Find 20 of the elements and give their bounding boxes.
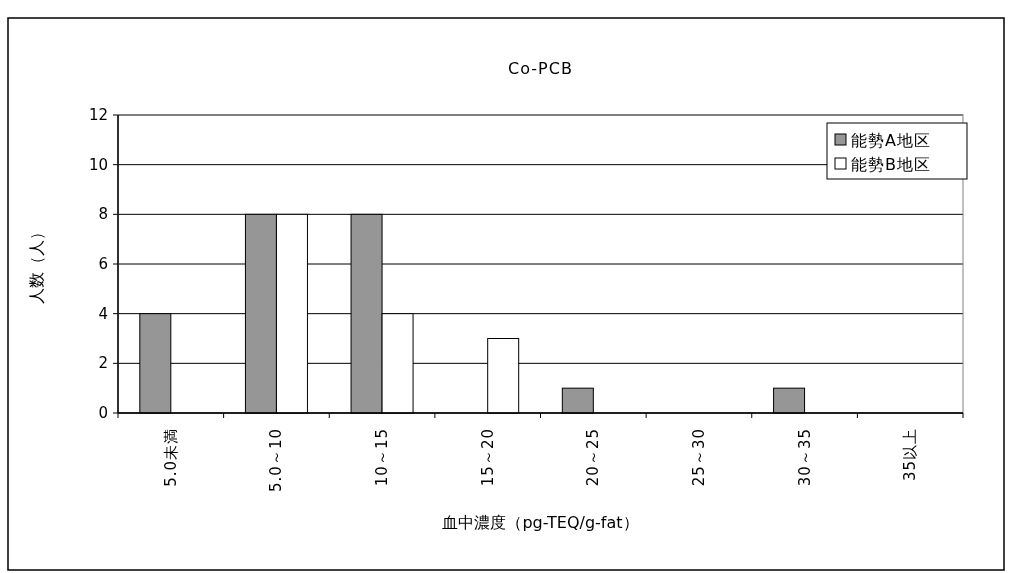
y-tick-label: 8 bbox=[98, 205, 108, 224]
y-tick-label: 0 bbox=[98, 404, 108, 422]
x-tick-label: 10～15 bbox=[373, 428, 392, 487]
chart-title: Co-PCB bbox=[508, 59, 573, 78]
y-tick-label: 4 bbox=[98, 304, 108, 323]
x-axis-title: 血中濃度（pg-TEQ/g-fat） bbox=[442, 513, 639, 532]
x-tick-label: 5.0未満 bbox=[161, 428, 180, 487]
x-tick-label: 35以上 bbox=[901, 428, 920, 482]
y-tick-label: 6 bbox=[98, 255, 108, 273]
legend-label: 能勢A地区 bbox=[851, 131, 931, 150]
x-tick-label: 20～25 bbox=[584, 428, 603, 487]
y-tick-label: 2 bbox=[98, 354, 108, 373]
y-tick-label: 10 bbox=[88, 155, 108, 174]
y-axis-title: 人数（人） bbox=[27, 224, 46, 304]
x-tick-label: 25～30 bbox=[689, 428, 708, 487]
y-tick-label: 12 bbox=[88, 106, 108, 124]
x-tick-label: 30～35 bbox=[795, 428, 814, 487]
x-tick-label: 5.0～10 bbox=[267, 428, 286, 492]
x-tick-label: 15～20 bbox=[478, 428, 497, 487]
legend-label: 能勢B地区 bbox=[851, 155, 931, 174]
